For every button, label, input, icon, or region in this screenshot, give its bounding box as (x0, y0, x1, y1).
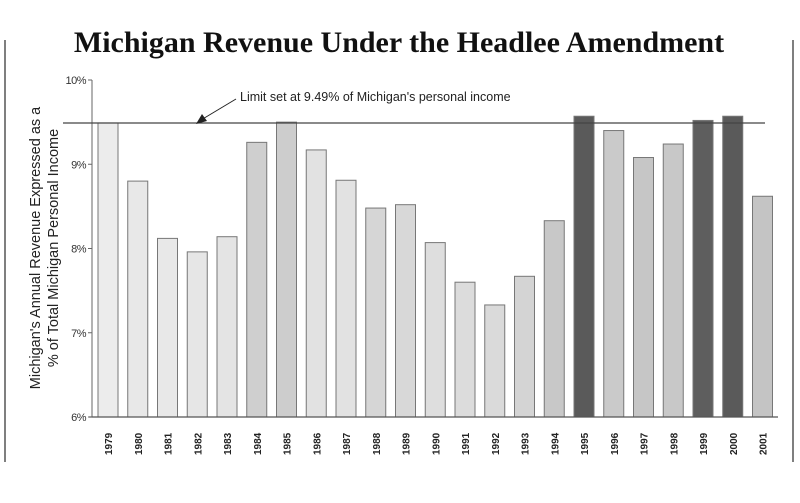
x-tick-label: 1996 (610, 432, 621, 455)
x-tick-label: 1993 (521, 432, 532, 455)
x-tick-label: 1992 (491, 432, 502, 455)
bar-1988 (365, 207, 387, 418)
x-tick-label: 1980 (134, 432, 145, 455)
bar-1980 (127, 180, 149, 418)
x-tick-label: 1989 (402, 432, 413, 455)
x-tick-label: 1998 (669, 432, 680, 455)
x-tick-label: 2001 (759, 432, 770, 455)
bar-1984 (246, 141, 268, 418)
x-tick-label: 1988 (372, 432, 383, 455)
bar-1981 (157, 237, 178, 418)
bar-1995 (573, 115, 595, 418)
x-tick-label: 2000 (729, 432, 740, 455)
y-tick-label: 8% (71, 244, 87, 256)
x-tick-label: 1997 (640, 432, 651, 455)
x-tick-label: 1984 (253, 432, 264, 455)
y-axis-label-line1: Michigan's Annual Revenue Expressed as a (28, 106, 44, 389)
bar-1992 (484, 304, 506, 418)
bar-1991 (454, 281, 476, 418)
bar-1994 (543, 220, 565, 418)
bar-2001 (752, 195, 773, 418)
x-tick-label: 1995 (580, 432, 591, 455)
x-tick-label: 1991 (461, 432, 472, 455)
chart-title: Michigan Revenue Under the Headlee Amend… (74, 26, 724, 59)
x-tick-label: 1985 (283, 432, 294, 455)
bar-1996 (603, 130, 625, 418)
bar-1983 (216, 236, 238, 418)
x-tick-label: 1979 (104, 432, 115, 455)
bar-1986 (305, 149, 327, 418)
x-tick-label: 1999 (699, 432, 710, 455)
bar-2000 (722, 115, 744, 418)
x-tick-label: 1987 (342, 432, 353, 455)
bar-1979 (97, 122, 119, 418)
bar-1998 (662, 143, 684, 418)
x-tick-label: 1986 (312, 432, 323, 455)
y-tick-label: 6% (71, 412, 87, 424)
y-tick-label: 9% (71, 159, 87, 171)
x-tick-label: 1981 (164, 432, 175, 455)
bar-1999 (692, 119, 714, 418)
bar-1985 (276, 121, 297, 418)
y-tick-label: 10% (65, 75, 86, 87)
bar-1990 (424, 242, 446, 418)
y-tick-label: 7% (71, 328, 87, 340)
annotation-arrow (200, 98, 237, 121)
bar-1987 (335, 179, 357, 418)
y-axis-label-line2: % of Total Michigan Personal Income (46, 129, 62, 367)
x-tick-label: 1983 (223, 432, 234, 455)
limit-annotation: Limit set at 9.49% of Michigan's persona… (240, 90, 511, 104)
annotation-arrowhead (196, 114, 207, 124)
x-tick-label: 1994 (550, 432, 561, 455)
bar-1997 (633, 157, 654, 418)
x-tick-label: 1990 (431, 432, 442, 455)
bar-1993 (514, 275, 535, 418)
x-tick-label: 1982 (193, 432, 204, 455)
bar-1982 (186, 251, 208, 418)
bar-1989 (395, 204, 416, 418)
